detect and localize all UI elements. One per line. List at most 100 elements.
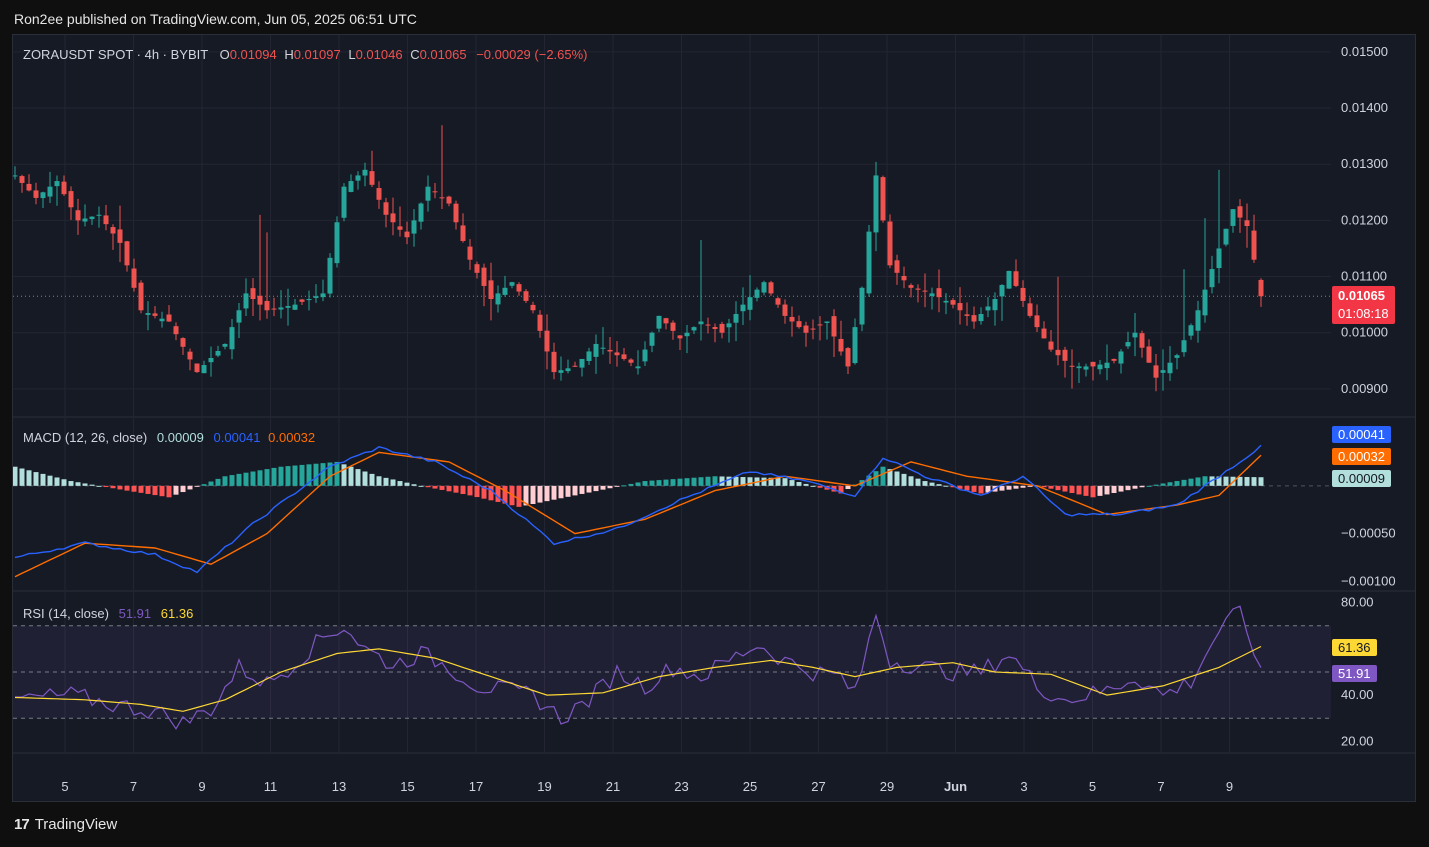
candle-body: [908, 285, 914, 288]
symbol-legend[interactable]: ZORAUSDT SPOT · 4h · BYBIT O0.01094 H0.0…: [23, 47, 588, 62]
candle-body: [670, 322, 676, 331]
rsi-pane: [14, 605, 1262, 730]
time-tick-label: 9: [198, 779, 205, 794]
rsi-legend[interactable]: RSI (14, close) 51.91 61.36: [23, 606, 193, 621]
candle-body: [271, 308, 277, 310]
macd-histogram-bar: [684, 478, 690, 486]
time-tick-label: 29: [880, 779, 894, 794]
rsi-tick-label: 80.00: [1341, 595, 1374, 610]
candle-body: [411, 220, 417, 234]
macd-histogram-bar: [1111, 485, 1117, 494]
candle-body: [922, 290, 928, 292]
chart-frame[interactable]: 0.00900 0.01000 0.01100 0.01200 0.01300 0.014…: [12, 34, 1416, 802]
macd-histogram-bar: [1076, 485, 1082, 495]
macd-histogram-bar: [271, 467, 277, 486]
candle-body: [614, 352, 620, 356]
macd-histogram-bar: [61, 479, 67, 486]
macd-histogram-bar: [362, 471, 368, 486]
macd-histogram-bar: [376, 476, 382, 486]
macd-histogram-bar: [887, 469, 893, 486]
macd-histogram-bar: [677, 478, 683, 486]
candle-body: [866, 231, 872, 294]
candle-body: [901, 275, 907, 281]
macd-histogram-bar: [103, 485, 109, 488]
macd-histogram-bar: [145, 485, 151, 494]
macd-histogram-bar: [187, 485, 193, 490]
macd-histogram-bar: [1118, 485, 1124, 492]
time-tick-label: 27: [811, 779, 825, 794]
candle-body: [1160, 370, 1166, 373]
macd-histogram-bar: [173, 485, 179, 495]
macd-histogram-bar: [215, 478, 221, 486]
macd-histogram-bar: [873, 471, 879, 486]
tradingview-branding[interactable]: 17 TradingView: [14, 816, 117, 833]
macd-histogram-bar: [691, 477, 697, 486]
macd-histogram-bar: [551, 485, 557, 500]
candle-body: [1111, 358, 1117, 361]
price-tick-label: 0.01500: [1341, 44, 1388, 59]
candle-body: [306, 299, 312, 301]
macd-histogram-bar: [936, 484, 942, 486]
macd-histogram-bar: [971, 485, 977, 492]
candle-body: [96, 214, 102, 216]
macd-histogram-bar: [418, 485, 424, 487]
macd-legend[interactable]: MACD (12, 26, close) 0.00009 0.00041 0.0…: [23, 430, 315, 445]
candle-body: [754, 289, 760, 298]
macd-tick-label: −0.00050: [1341, 526, 1396, 541]
candle-body: [565, 368, 571, 372]
macd-signal-tag: 0.00032: [1332, 448, 1391, 465]
candle-body: [362, 169, 368, 176]
candle-body: [873, 175, 879, 233]
macd-histogram-bar: [299, 464, 305, 486]
candle-body: [719, 323, 725, 333]
candle-body: [418, 203, 424, 222]
macd-histogram-bar: [845, 485, 851, 490]
candle-body: [1146, 346, 1152, 363]
macd-histogram-bar: [1055, 485, 1061, 491]
candle-body: [215, 350, 221, 356]
time-tick-label: 17: [469, 779, 483, 794]
macd-histogram-bar: [705, 476, 711, 486]
macd-histogram-bar: [208, 481, 214, 486]
macd-histogram-bar: [978, 485, 984, 494]
macd-histogram-bar: [292, 465, 298, 486]
macd-histogram-bar: [432, 485, 438, 489]
price-tick-label: 0.01400: [1341, 100, 1388, 115]
price-tick-label: 0.01000: [1341, 325, 1388, 340]
macd-histogram-bar: [1202, 476, 1208, 486]
candle-body: [677, 335, 683, 339]
time-tick-label: Jun: [944, 779, 967, 794]
price-tick-label: 0.01300: [1341, 156, 1388, 171]
candle-body: [40, 192, 46, 199]
macd-histogram-bar: [572, 485, 578, 496]
candle-body: [852, 327, 858, 364]
macd-histogram-bar: [663, 479, 669, 486]
macd-histogram-bar: [1048, 485, 1054, 489]
time-tick-label: 21: [606, 779, 620, 794]
candle-body: [656, 315, 662, 329]
macd-histogram-bar: [796, 482, 802, 486]
candle-body: [530, 304, 536, 311]
candle-body: [985, 306, 991, 311]
macd-histogram-bar: [201, 484, 207, 486]
macd-histogram-bar: [761, 477, 767, 486]
macd-histogram-bar: [1083, 485, 1089, 496]
chart-svg[interactable]: 0.00900 0.01000 0.01100 0.01200 0.01300 0.014…: [12, 35, 1415, 801]
candle-body: [838, 338, 844, 352]
macd-histogram-bar: [628, 483, 634, 486]
candle-body: [586, 351, 592, 361]
macd-histogram-bar: [1006, 485, 1012, 490]
macd-histogram-bar: [166, 485, 172, 498]
macd-histogram-bar: [117, 485, 123, 490]
candle-body: [313, 296, 319, 298]
macd-histogram-bar: [642, 481, 648, 486]
low-value: 0.01046: [356, 47, 403, 62]
candle-body: [1237, 206, 1243, 218]
candle-body: [544, 330, 550, 352]
price-tick-label: 0.01100: [1341, 269, 1387, 284]
candle-body: [12, 175, 18, 177]
candle-body: [572, 365, 578, 367]
candle-body: [145, 313, 151, 315]
symbol-label: ZORAUSDT SPOT · 4h · BYBIT: [23, 47, 208, 62]
time-tick-label: 13: [332, 779, 346, 794]
